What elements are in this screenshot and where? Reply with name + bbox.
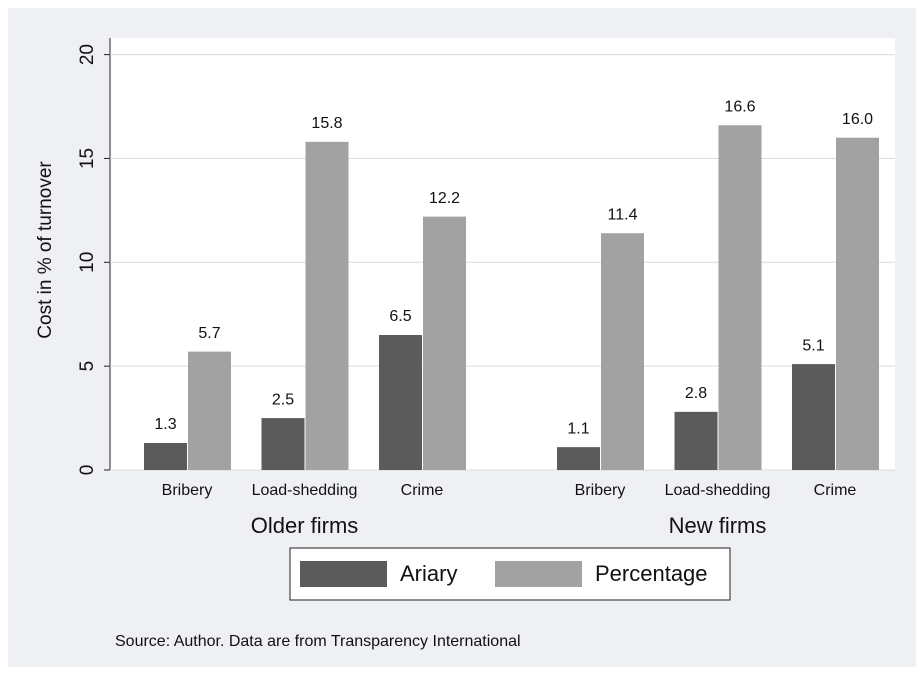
bar [379,335,422,470]
bar [188,351,231,470]
bar [674,411,718,470]
bar [144,443,187,470]
source-note: Source: Author. Data are from Transparen… [115,633,521,650]
value-label: 11.4 [608,206,638,223]
group-label: Older firms [251,513,359,538]
y-tick-label: 10 [77,252,98,273]
y-tick-label: 15 [77,148,98,169]
value-label: 5.7 [198,325,220,342]
x-tick-label: Bribery [162,482,213,499]
x-tick-label: Crime [401,482,444,499]
y-tick-label: 20 [77,44,98,65]
value-label: 1.3 [154,416,176,433]
value-label: 16.0 [842,111,873,128]
legend-label: Percentage [595,561,708,586]
value-label: 15.8 [311,115,342,132]
legend-label: Ariary [400,561,457,586]
bar [792,364,835,470]
bar [305,141,349,470]
bar [423,216,466,470]
y-tick-label: 0 [77,465,98,476]
x-tick-label: Load-shedding [252,482,358,499]
value-label: 6.5 [389,308,411,325]
value-label: 12.2 [429,190,460,207]
y-axis-label: Cost in % of turnover [35,161,56,339]
bar [718,125,762,470]
value-label: 5.1 [802,337,824,354]
x-tick-label: Bribery [575,482,626,499]
value-label: 2.5 [272,391,294,408]
value-label: 2.8 [685,385,707,402]
legend-swatch [300,561,387,587]
plot-area [110,38,895,470]
x-tick-label: Load-shedding [665,482,771,499]
y-tick-label: 5 [77,361,98,372]
bar [261,418,305,470]
group-label: New firms [669,513,767,538]
x-tick-label: Crime [814,482,857,499]
bar [557,447,600,470]
bar [836,137,879,470]
bar [601,233,644,470]
value-label: 1.1 [567,420,589,437]
value-label: 16.6 [724,98,755,115]
legend-swatch [495,561,582,587]
